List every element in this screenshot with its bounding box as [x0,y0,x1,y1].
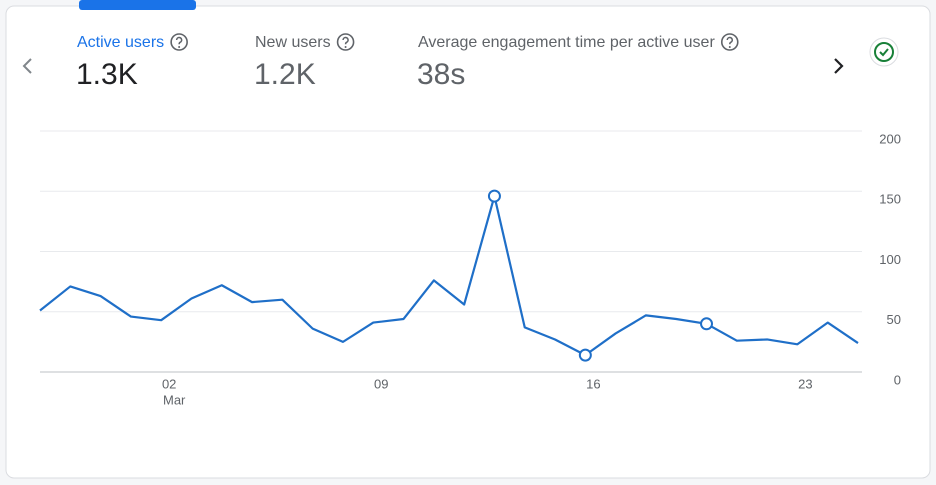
tab-value: 1.2K [254,58,316,91]
prev-arrow[interactable] [22,58,32,74]
point-marker [700,317,714,331]
tab-label[interactable]: New users [255,34,331,51]
next-arrow[interactable] [834,58,844,74]
point-marker [487,189,501,203]
tab-value: 38s [417,58,465,91]
y-tick-label: 50 [887,312,901,327]
check-circle [874,42,894,62]
help-icon-dot [344,46,347,48]
help-icon[interactable] [720,33,739,51]
point-marker [578,348,592,362]
help-icon-dot [178,46,181,48]
help-icon-glyph [175,36,183,45]
card [5,5,931,479]
data-line [39,194,859,357]
y-tick-label: 200 [879,131,901,146]
help-icon-dot [728,46,731,48]
help-icon[interactable] [336,33,355,51]
x-tick-label: 09 [374,376,388,391]
check-mark [879,48,889,57]
tab-value: 1.3K [76,58,138,91]
y-tick-label: 150 [879,192,901,207]
y-tick-label: 100 [879,252,901,267]
help-icon-glyph [726,36,733,45]
y-tick-label: 0 [894,372,901,387]
active-tab-indicator [79,0,196,10]
x-month-label: Mar [163,392,186,407]
x-tick-label: 02 [162,376,176,391]
help-icon[interactable] [170,33,188,51]
x-tick-label: 16 [586,376,600,391]
tab-label[interactable]: Active users [77,34,164,51]
tab-label[interactable]: Average engagement time per active user [418,34,715,51]
help-icon-glyph [342,36,349,45]
x-tick-label: 23 [798,376,812,391]
